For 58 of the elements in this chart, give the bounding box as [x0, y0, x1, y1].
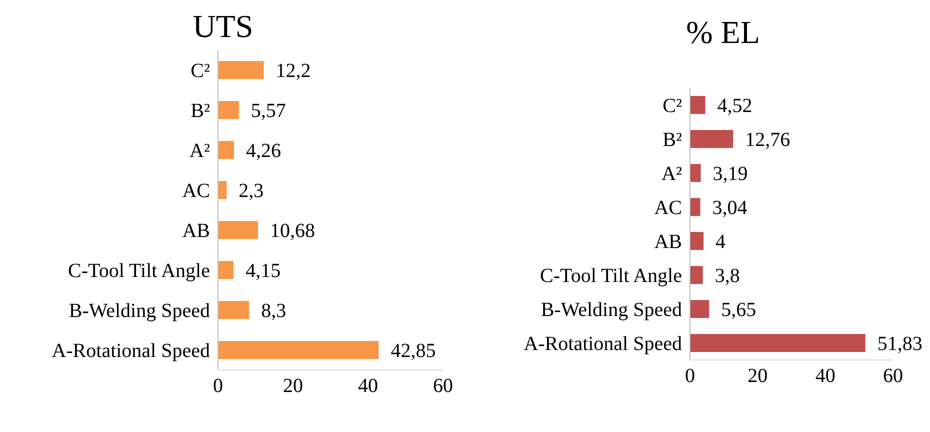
- y-tick-label: AC: [182, 180, 210, 202]
- bar: [690, 130, 734, 148]
- bar: [218, 101, 239, 119]
- x-tick-label: 20: [748, 365, 768, 388]
- y-tick-label: A²: [662, 163, 682, 186]
- data-label: 3,19: [712, 163, 748, 186]
- bar: [690, 266, 703, 284]
- x-tick-label: 20: [283, 375, 303, 398]
- y-tick-label: B²: [662, 129, 682, 152]
- x-tick-label: 40: [815, 365, 836, 388]
- data-label: 5,57: [250, 100, 286, 122]
- bar: [218, 341, 379, 359]
- data-label: 2,3: [238, 180, 264, 202]
- y-tick-label: C-Tool Tilt Angle: [540, 265, 682, 288]
- x-tick-label: 60: [883, 365, 903, 388]
- y-tick-label: AB: [182, 220, 210, 242]
- y-tick-label: C²: [190, 60, 210, 82]
- data-label: 12,2: [276, 60, 311, 82]
- chart-title: UTS: [192, 8, 254, 45]
- y-tick-label: B-Welding Speed: [540, 299, 682, 322]
- y-tick-label: A-Rotational Speed: [52, 340, 210, 362]
- data-label: 4: [716, 231, 726, 254]
- data-label: 8,3: [261, 300, 286, 322]
- bar: [218, 221, 258, 239]
- x-tick-label: 60: [433, 375, 453, 398]
- bar: [218, 181, 227, 199]
- data-label: 4,15: [246, 260, 281, 282]
- bar: [690, 96, 706, 114]
- x-tick-label: 0: [685, 365, 695, 388]
- bar: [690, 232, 704, 250]
- bar: [690, 198, 700, 216]
- x-tick-label: 0: [213, 375, 223, 398]
- bar: [690, 334, 866, 352]
- data-label: 3,04: [712, 197, 748, 220]
- data-label: 4,52: [717, 95, 752, 118]
- bar: [218, 261, 234, 279]
- data-label: 4,26: [246, 140, 281, 162]
- y-tick-label: A²: [190, 140, 210, 162]
- y-tick-label: AC: [654, 197, 682, 220]
- data-label: 10,68: [270, 220, 316, 242]
- bar: [218, 141, 234, 159]
- y-tick-label: B²: [190, 100, 210, 122]
- y-tick-label: C²: [662, 95, 682, 118]
- bar: [690, 300, 710, 318]
- y-tick-label: B-Welding Speed: [68, 300, 210, 322]
- y-tick-label: A-Rotational Speed: [524, 333, 682, 356]
- chart-title: % EL: [685, 14, 761, 51]
- bar: [218, 301, 250, 319]
- data-label: 12,76: [745, 129, 790, 152]
- bar: [218, 61, 264, 79]
- x-tick-label: 40: [358, 375, 378, 398]
- data-label: 5,65: [721, 299, 756, 322]
- bar: [690, 164, 701, 182]
- y-tick-label: AB: [654, 231, 682, 254]
- y-tick-label: C-Tool Tilt Angle: [68, 260, 210, 282]
- data-label: 3,8: [714, 265, 740, 288]
- data-label: 42,85: [390, 340, 436, 362]
- data-label: 51,83: [877, 333, 922, 356]
